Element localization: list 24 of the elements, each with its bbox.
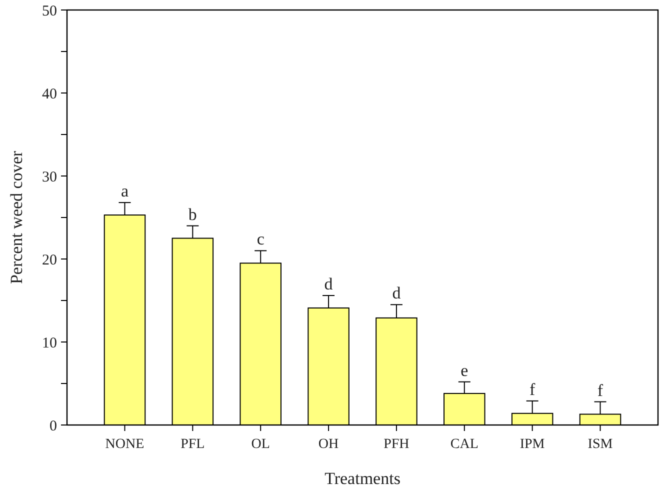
x-tick-label: PFH — [384, 437, 410, 452]
x-axis-title: Treatments — [324, 469, 400, 488]
y-tick-label: 10 — [42, 335, 57, 352]
y-axis-title: Percent weed cover — [7, 150, 26, 284]
x-tick-label: OH — [318, 437, 339, 452]
annotation: d — [392, 284, 402, 303]
x-tick-label: OL — [251, 437, 270, 452]
x-tick-label: IPM — [520, 437, 546, 452]
y-tick-label: 50 — [42, 3, 57, 20]
x-tick-label: PFL — [180, 437, 205, 452]
x-tick-label: CAL — [450, 437, 478, 452]
x-tick-label: ISM — [588, 437, 614, 452]
y-tick-label: 20 — [42, 252, 57, 268]
y-tick-label: 40 — [42, 86, 57, 102]
annotation: c — [256, 230, 265, 249]
annotation: e — [460, 360, 468, 380]
annotation: a — [120, 182, 129, 201]
annotation: f — [529, 380, 536, 399]
y-tick-label: 0 — [50, 418, 57, 434]
y-tick-label: 30 — [42, 169, 57, 186]
annotation: d — [324, 274, 334, 294]
annotation: f — [597, 380, 604, 400]
x-tick-label: NONE — [105, 437, 144, 452]
annotation: b — [188, 204, 197, 224]
